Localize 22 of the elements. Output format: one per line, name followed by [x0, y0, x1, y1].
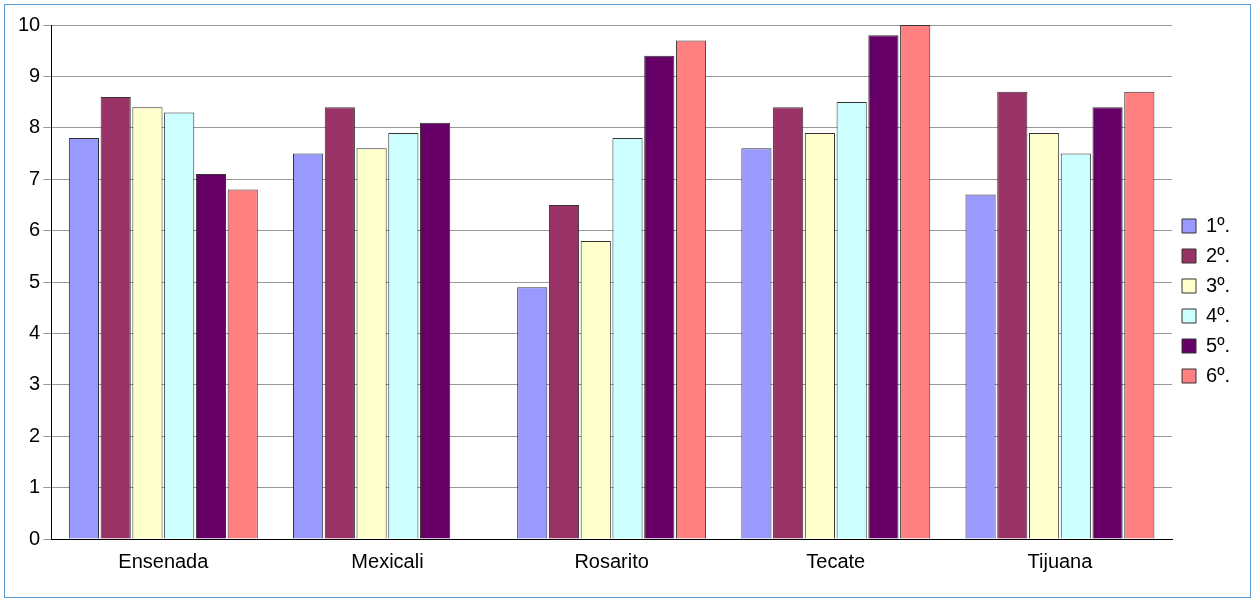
- legend-label: 4º.: [1206, 303, 1230, 326]
- y-tick-label: 1: [29, 475, 41, 498]
- x-tick-label: Tijuana: [1027, 549, 1094, 572]
- y-tick-label: 7: [29, 166, 41, 189]
- x-tick-label: Rosarito: [574, 549, 649, 572]
- y-tick-label: 10: [18, 12, 41, 35]
- x-tick-label: Tecate: [806, 549, 866, 572]
- y-tick-label: 6: [29, 218, 41, 241]
- y-tick-label: 3: [29, 372, 41, 395]
- legend-label: 5º.: [1206, 333, 1230, 356]
- legend-label: 1º.: [1206, 213, 1230, 236]
- x-tick-label: Ensenada: [118, 549, 210, 572]
- legend-label: 6º.: [1206, 363, 1230, 386]
- legend-label: 2º.: [1206, 243, 1230, 266]
- y-tick-label: 8: [29, 115, 41, 138]
- y-tick-label: 0: [29, 526, 41, 549]
- y-tick-label: 5: [29, 269, 41, 292]
- x-tick-label: Mexicali: [351, 549, 424, 572]
- y-tick-label: 4: [29, 320, 41, 343]
- y-tick-label: 2: [29, 423, 41, 446]
- legend-label: 3º.: [1206, 273, 1230, 296]
- y-tick-label: 9: [29, 63, 41, 86]
